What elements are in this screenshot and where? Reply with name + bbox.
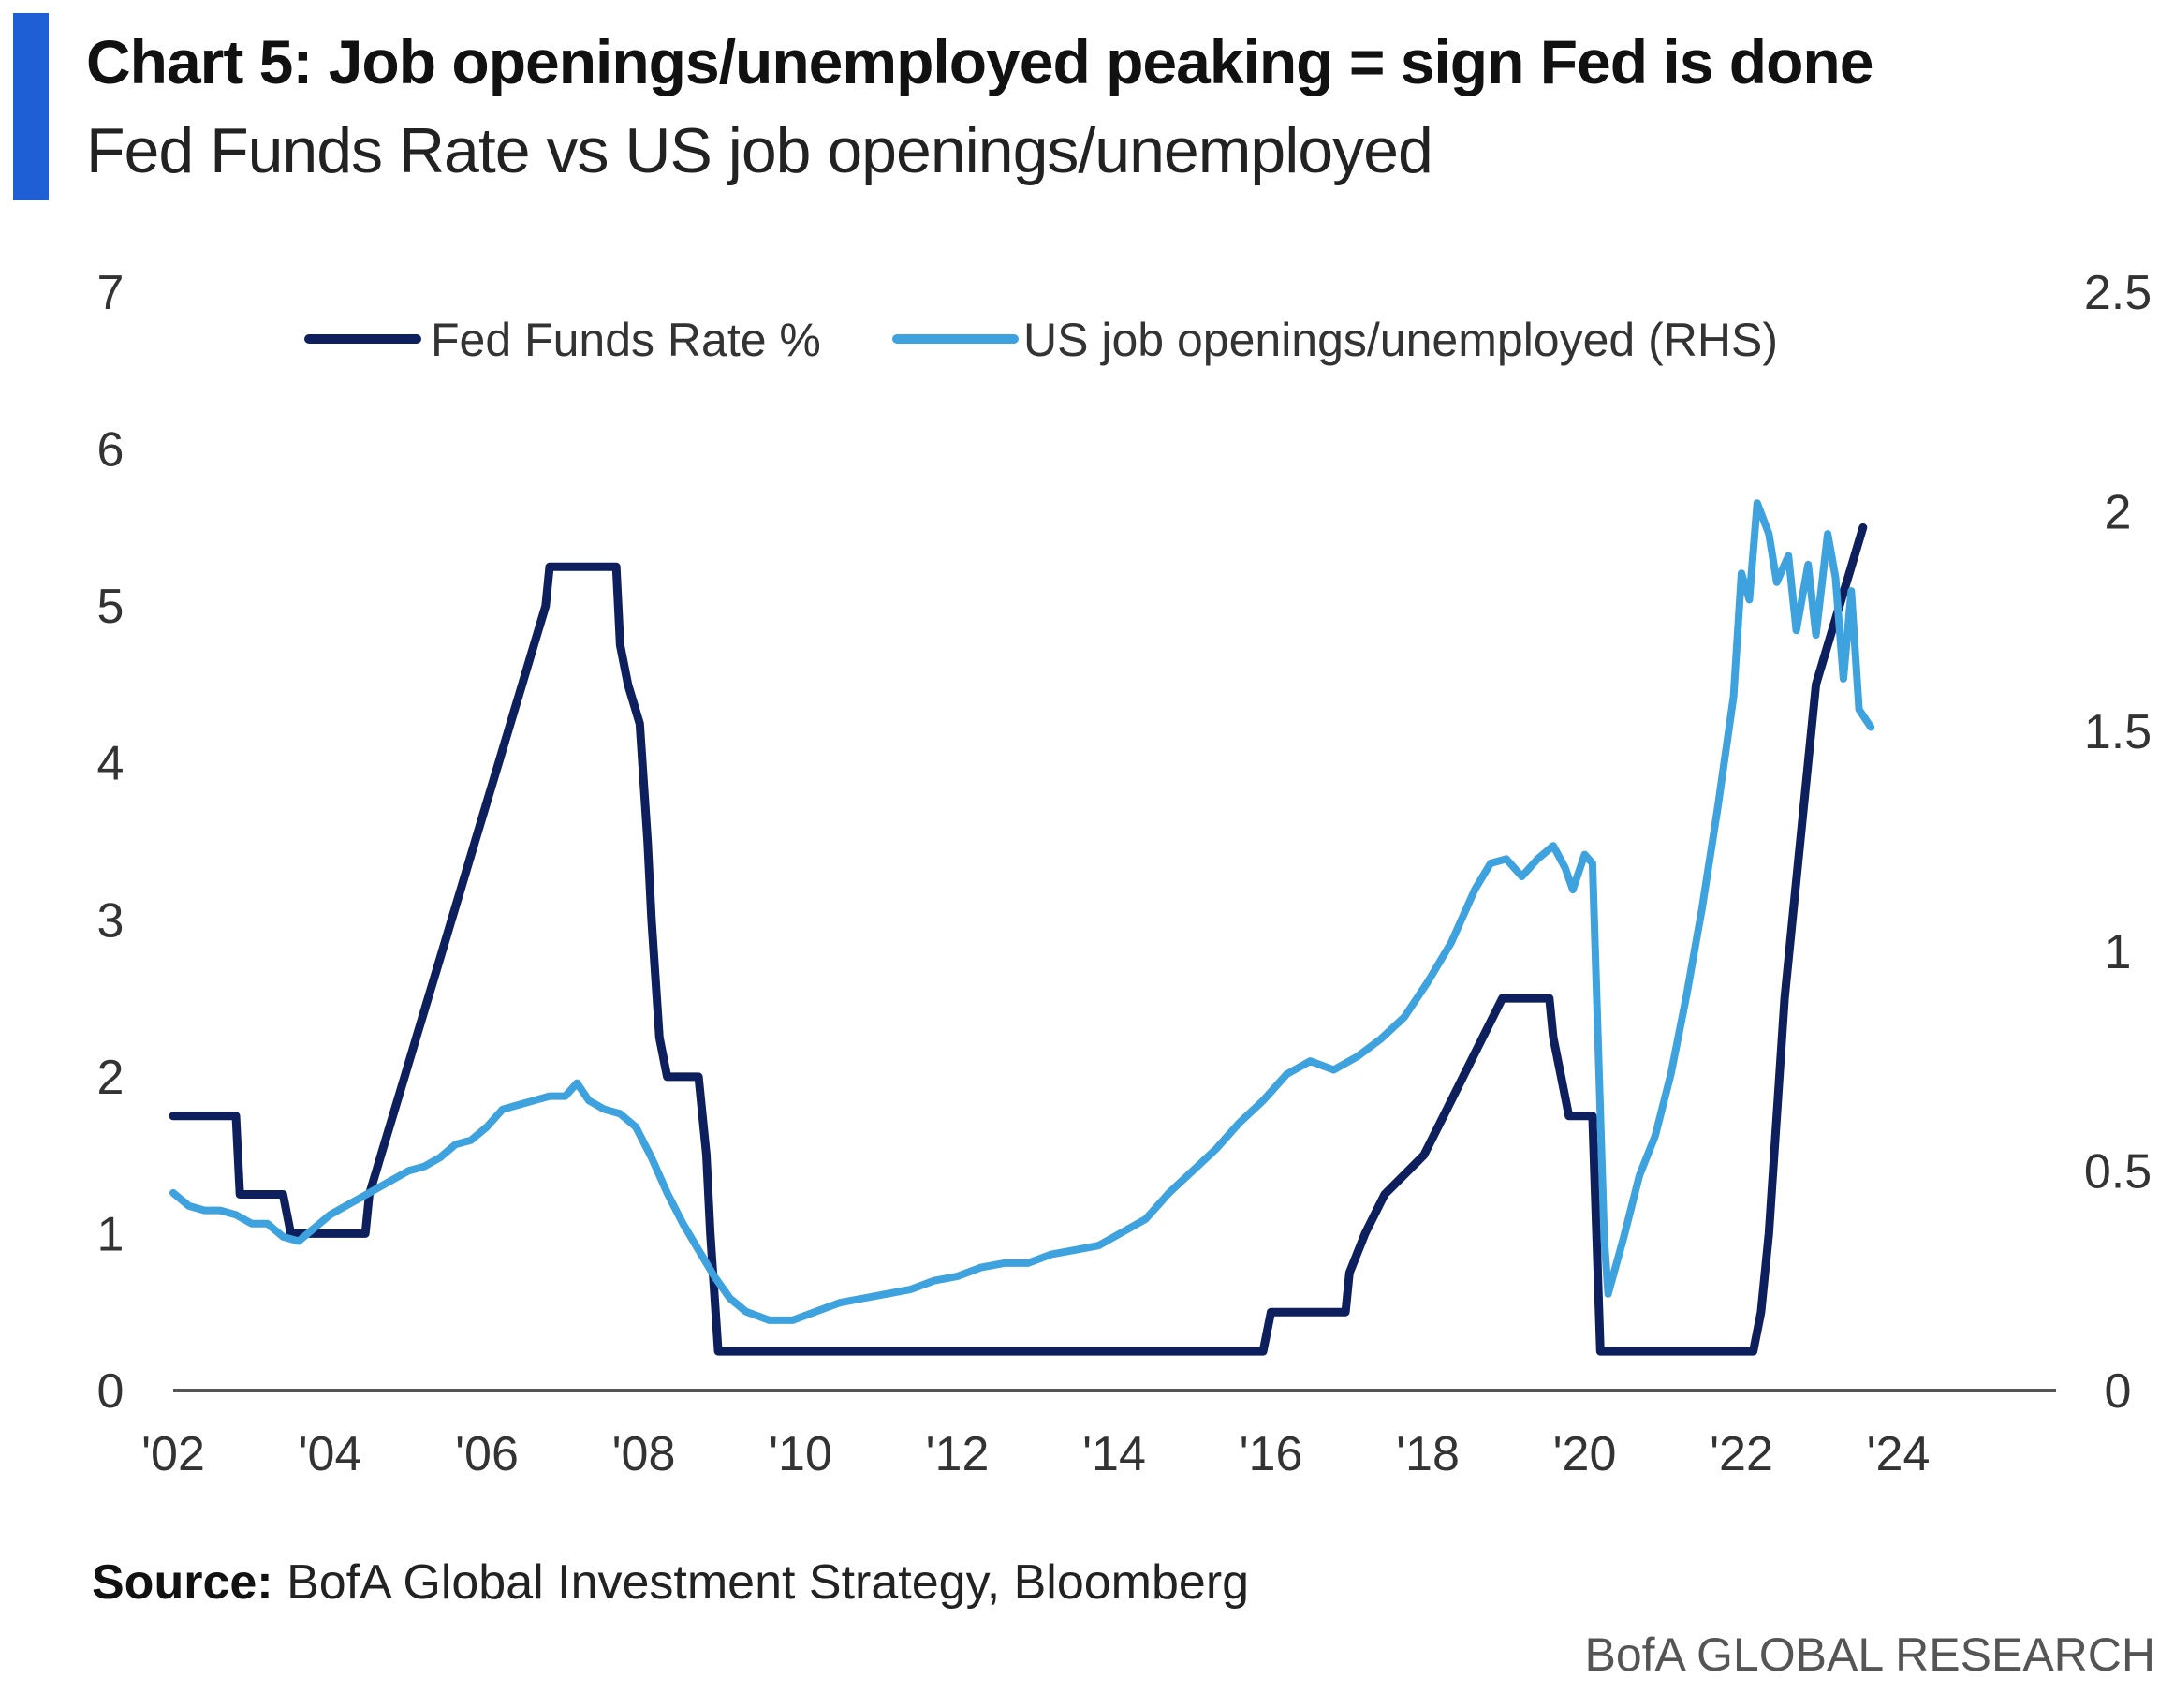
y-left-tick-label: 5: [97, 580, 125, 634]
legend-label: Fed Funds Rate %: [431, 314, 821, 366]
x-axis: '02 '04 '06 '08 '10 '12 '14 '16 '18 '20 '22 '24: [141, 1427, 1930, 1481]
y-right-axis: 0 0.5 1 1.5 2 2.5: [2084, 266, 2152, 1419]
x-tick-label: '18: [1396, 1427, 1460, 1481]
y-left-axis: 0 1 2 3 4 5 6 7: [97, 266, 125, 1419]
y-left-tick-label: 2: [97, 1051, 125, 1105]
y-right-tick-label: 2: [2105, 486, 2132, 540]
y-right-tick-label: 1.5: [2084, 705, 2152, 759]
y-right-tick-label: 0: [2105, 1364, 2132, 1419]
legend-label: US job openings/unemployed (RHS): [1023, 314, 1778, 366]
y-left-tick-label: 7: [97, 266, 125, 320]
fed-funds-rate-line: [169, 523, 1868, 1356]
y-left-tick-label: 0: [97, 1364, 125, 1419]
x-tick-label: '04: [299, 1427, 362, 1481]
source-note: Source: BofA Global Investment Strategy,…: [92, 1554, 1249, 1611]
y-right-tick-label: 1: [2105, 925, 2132, 979]
x-tick-label: '24: [1867, 1427, 1931, 1481]
x-tick-label: '20: [1553, 1427, 1617, 1481]
source-label: Source:: [92, 1555, 273, 1610]
x-tick-label: '22: [1710, 1427, 1773, 1481]
x-tick-label: '16: [1240, 1427, 1303, 1481]
brand-footer: BofA GLOBAL RESEARCH: [1584, 1628, 2156, 1681]
y-left-tick-label: 4: [97, 737, 125, 791]
x-tick-label: '02: [141, 1427, 205, 1481]
title-accent-bar: [13, 13, 49, 200]
source-text: BofA Global Investment Strategy, Bloombe…: [286, 1555, 1250, 1610]
x-tick-label: '06: [455, 1427, 519, 1481]
x-tick-label: '14: [1082, 1427, 1146, 1481]
y-right-tick-label: 0.5: [2084, 1144, 2152, 1199]
y-right-tick-label: 2.5: [2084, 266, 2152, 320]
y-left-tick-label: 1: [97, 1207, 125, 1261]
y-left-tick-label: 3: [97, 893, 125, 948]
chart-subtitle: Fed Funds Rate vs US job openings/unempl…: [86, 115, 1433, 186]
job-openings-ratio-line: [169, 499, 1875, 1324]
legend: Fed Funds Rate % US job openings/unemploy…: [304, 314, 1778, 366]
series-lines: [169, 499, 1875, 1356]
x-tick-label: '08: [612, 1427, 676, 1481]
x-tick-label: '10: [769, 1427, 832, 1481]
y-left-tick-label: 6: [97, 423, 125, 478]
chart-title: Chart 5: Job openings/unemployed peaking…: [86, 27, 1873, 96]
x-tick-label: '12: [926, 1427, 990, 1481]
